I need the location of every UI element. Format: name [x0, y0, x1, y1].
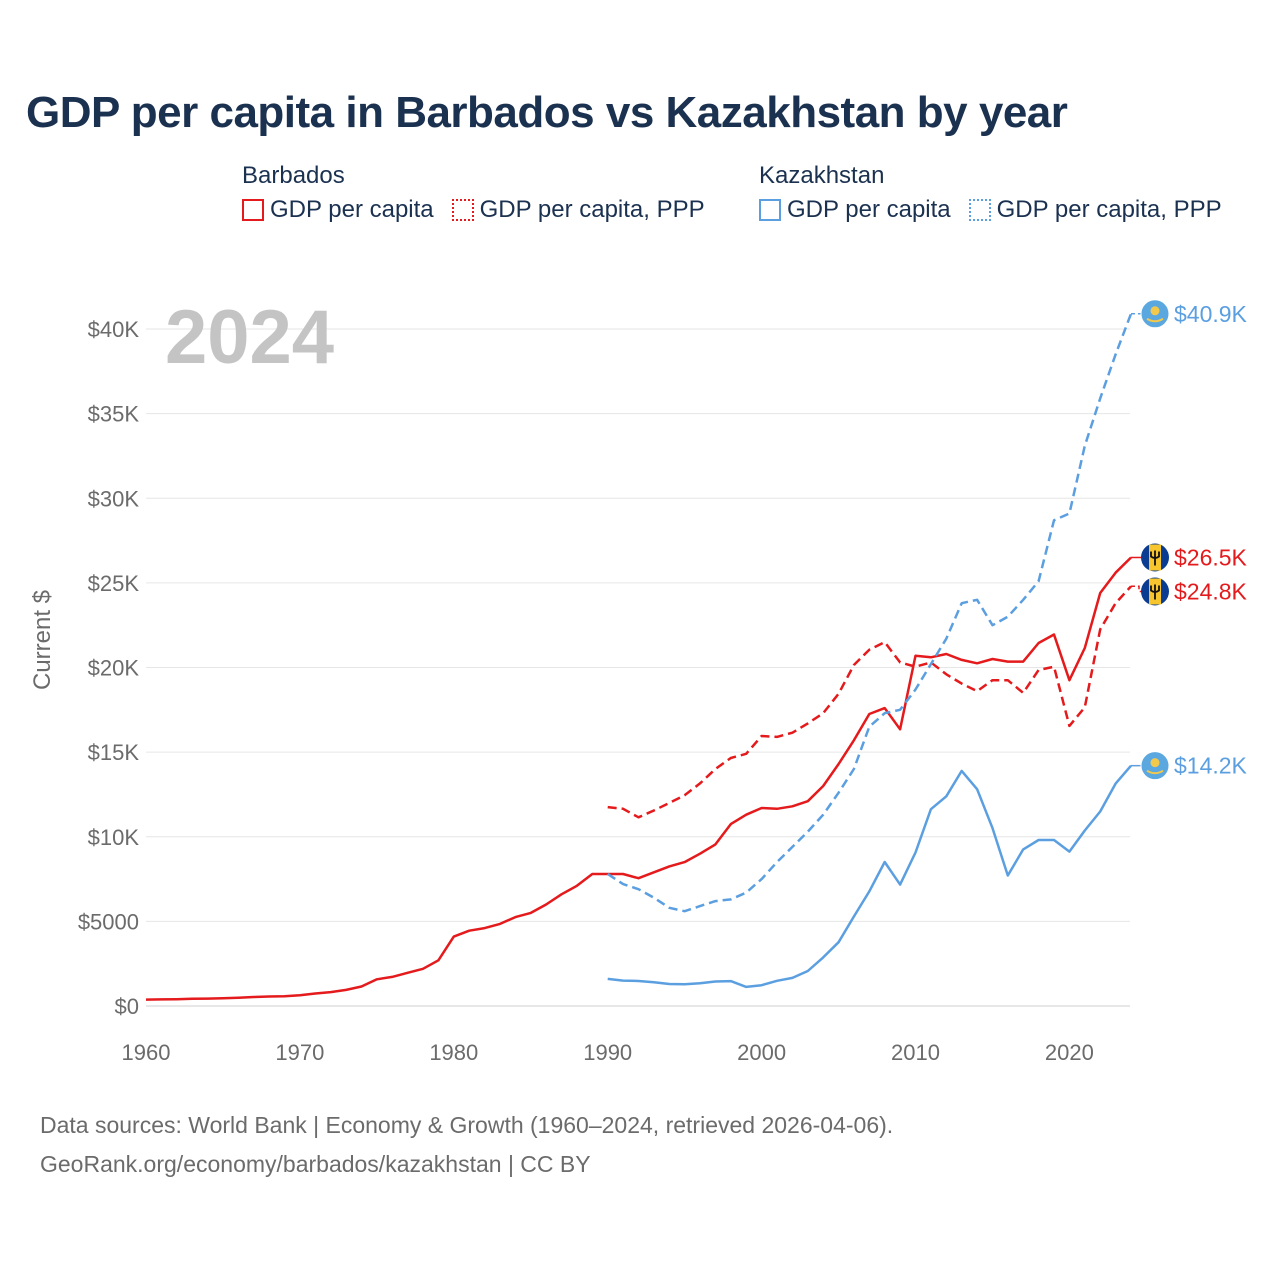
end-value-label: $14.2K — [1174, 753, 1248, 779]
legend-item-barbados-gdp-ppp[interactable]: GDP per capita, PPP — [451, 196, 705, 224]
legend-label: GDP per capita, PPP — [996, 196, 1222, 223]
y-tick-label: $40K — [88, 317, 140, 342]
footer-attribution: GeoRank.org/economy/barbados/kazakhstan … — [40, 1151, 591, 1177]
x-tick-label: 2020 — [1045, 1040, 1094, 1065]
series-lines — [145, 313, 1133, 1001]
flag-trident — [1150, 584, 1160, 600]
legend-group-name: Barbados — [242, 162, 345, 189]
legend-swatch-dotted-icon — [968, 199, 991, 221]
legend-label: GDP per capita, PPP — [479, 196, 705, 223]
y-tick-label: $35K — [88, 402, 140, 427]
legend-group-barbados: Barbados GDP per capita GDP per capita, … — [242, 162, 705, 224]
y-tick-label: $20K — [88, 656, 140, 681]
footer: Data sources: World Bank | Economy & Gro… — [40, 1106, 893, 1184]
legend-label: GDP per capita — [270, 196, 434, 223]
x-tick-label: 1970 — [275, 1040, 324, 1065]
series-line — [607, 764, 1132, 989]
legend-swatch-dotted-icon — [451, 199, 474, 221]
kazakhstan-flag-icon — [1140, 751, 1170, 781]
legend-label: GDP per capita — [787, 196, 951, 223]
x-tick-label: 2010 — [891, 1040, 940, 1065]
legend-swatch-solid-icon — [242, 199, 264, 221]
y-tick-label: $0 — [115, 994, 139, 1019]
barbados-flag-icon — [1141, 577, 1169, 606]
flag-eagle — [1146, 317, 1164, 323]
x-tick-label: 1960 — [122, 1040, 171, 1065]
legend-item-barbados-gdp[interactable]: GDP per capita — [242, 196, 434, 224]
legend-group-name: Kazakhstan — [759, 162, 885, 189]
legend-item-kazakhstan-gdp[interactable]: GDP per capita — [759, 196, 951, 224]
end-labels: $40.9K $26.5K $24.8K $14.2K — [1130, 299, 1248, 781]
y-axis-ticks: $0 $5000 $10K $15K $20K $25K $30K $35K $40K — [78, 317, 140, 1019]
legend-item-kazakhstan-gdp-ppp[interactable]: GDP per capita, PPP — [968, 196, 1222, 224]
legend-group-kazakhstan: Kazakhstan GDP per capita GDP per capita… — [759, 162, 1222, 224]
x-tick-label: 1990 — [583, 1040, 632, 1065]
year-watermark: 2024 — [165, 295, 334, 380]
flag-sun — [1150, 306, 1160, 316]
series-line — [145, 556, 1132, 1001]
x-tick-label: 1980 — [429, 1040, 478, 1065]
series-line — [607, 313, 1133, 913]
x-tick-label: 2000 — [737, 1040, 786, 1065]
barbados-flag-icon — [1141, 543, 1169, 572]
flag-trident — [1150, 550, 1160, 566]
end-value-label: $26.5K — [1174, 544, 1248, 570]
chart-title: GDP per capita in Barbados vs Kazakhstan… — [26, 88, 1068, 137]
y-axis-label: Current $ — [29, 590, 56, 690]
flag-eagle — [1146, 769, 1164, 775]
y-tick-label: $25K — [88, 571, 140, 596]
grid-lines — [146, 328, 1130, 1007]
y-tick-label: $30K — [88, 486, 140, 511]
y-tick-label: $10K — [88, 825, 140, 850]
end-leader-line — [1130, 585, 1141, 593]
x-axis-ticks: 1960 1970 1980 1990 2000 2010 2020 — [122, 1040, 1094, 1065]
y-tick-label: $15K — [88, 740, 140, 765]
series-line — [607, 585, 1132, 819]
kazakhstan-flag-icon — [1140, 299, 1170, 329]
end-value-label: $40.9K — [1174, 301, 1248, 327]
footer-sources: Data sources: World Bank | Economy & Gro… — [40, 1112, 894, 1138]
end-value-label: $24.8K — [1174, 578, 1248, 604]
flag-sun — [1150, 758, 1160, 768]
legend-swatch-solid-icon — [759, 199, 781, 221]
y-tick-label: $5000 — [78, 909, 139, 934]
